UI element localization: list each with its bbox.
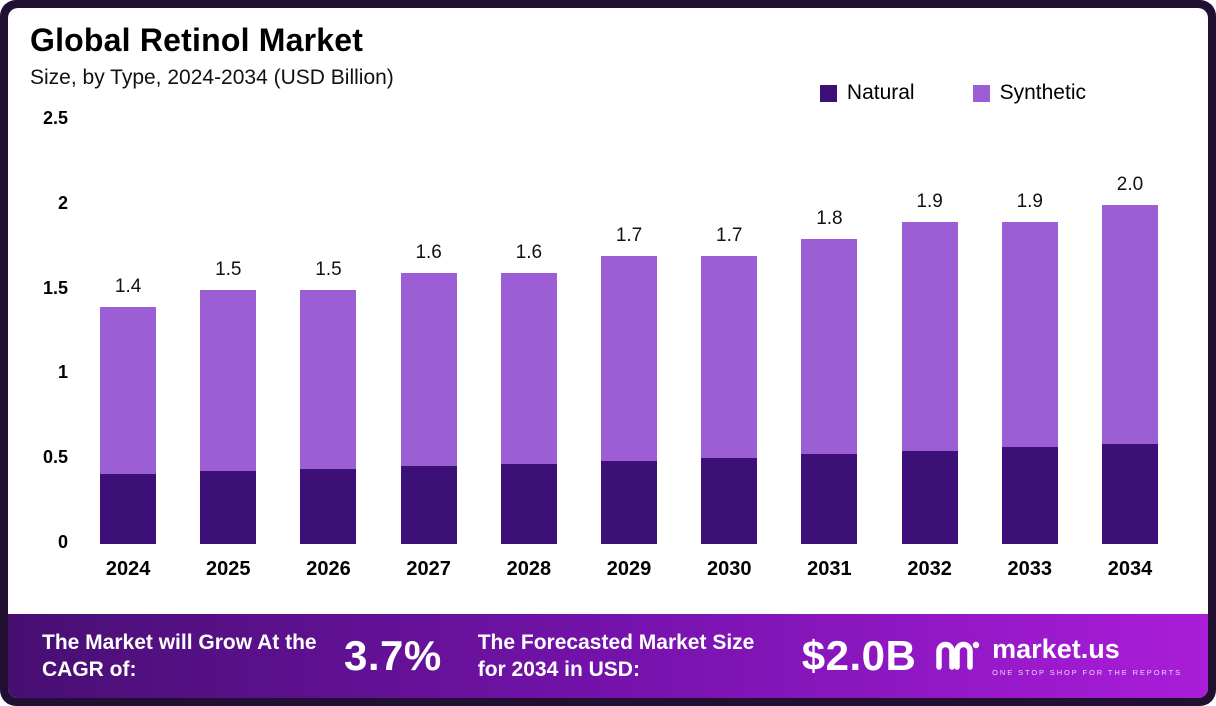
bar-total-label: 1.5 <box>215 258 242 280</box>
bar-segment-natural <box>500 464 557 544</box>
bar-column-2025: 1.5 <box>178 120 278 544</box>
bar-total-label: 1.7 <box>716 224 743 246</box>
bar-segment-natural <box>200 471 257 544</box>
chart-subtitle: Size, by Type, 2024-2034 (USD Billion) <box>30 66 394 89</box>
x-tick-label: 2031 <box>807 558 852 580</box>
bar-segment-natural <box>1101 443 1158 544</box>
plot-area: 1.4 1.5 1.5 1.6 1.6 1.7 1.7 1.8 1.9 1.9 2.0 <box>78 120 1180 544</box>
bar-column-2030: 1.7 <box>679 120 779 544</box>
spacer <box>8 589 1208 614</box>
y-tick-label: 1 <box>57 362 68 383</box>
cagr-label: The Market will Grow At the CAGR of: <box>42 630 317 681</box>
bar-total-label: 1.8 <box>816 207 843 229</box>
bar-column-2033: 1.9 <box>980 120 1080 544</box>
bar-segment-natural <box>1001 447 1058 544</box>
market-us-logo-icon <box>934 637 980 676</box>
forecast-label: The Forecasted Market Size for 2034 in U… <box>477 630 755 681</box>
y-tick-label: 2 <box>57 192 68 213</box>
bar-column-2026: 1.5 <box>278 120 378 544</box>
bar-segment-synthetic <box>200 289 257 472</box>
bar-segment-natural <box>701 457 758 544</box>
x-tick-label: 2029 <box>606 558 652 580</box>
bar-column-2027: 1.6 <box>379 120 479 544</box>
x-tick-label: 2027 <box>406 558 451 580</box>
x-tick-label: 2033 <box>1007 558 1053 580</box>
y-tick-label: 0 <box>57 532 68 552</box>
bar-column-2034: 2.0 <box>1080 120 1180 544</box>
bar-segment-synthetic <box>500 272 557 465</box>
chart-inner: Global Retinol Market Size, by Type, 202… <box>8 8 1208 698</box>
logo-text: market.us <box>992 633 1120 664</box>
bar-segment-synthetic <box>100 306 157 475</box>
bar-segment-natural <box>300 469 357 544</box>
bar-total-label: 1.4 <box>114 275 142 297</box>
bar-segment-synthetic <box>1101 204 1158 444</box>
legend: Natural Synthetic <box>819 66 1086 120</box>
bar-column-2032: 1.9 <box>880 120 980 544</box>
y-tick-label: 0.5 <box>42 447 68 468</box>
bar-segment-natural <box>801 454 858 544</box>
logo-text-block: market.us ONE STOP SHOP FOR THE REPORTS <box>992 633 1182 677</box>
bar-segment-natural <box>100 474 157 544</box>
bar-total-label: 1.7 <box>615 224 643 246</box>
x-tick-label: 2032 <box>907 558 952 580</box>
x-tick-label: 2028 <box>506 558 552 580</box>
bar-segment-synthetic <box>901 221 958 451</box>
bar-segment-synthetic <box>1001 221 1058 448</box>
legend-swatch-icon <box>819 84 837 102</box>
legend-swatch-icon <box>972 84 990 102</box>
bar-total-label: 1.9 <box>916 190 943 212</box>
bar-total-label: 2.0 <box>1116 173 1144 195</box>
bar-segment-natural <box>601 460 658 544</box>
x-tick-label: 2024 <box>105 558 151 580</box>
legend-item-synthetic: Synthetic <box>972 81 1086 105</box>
bar-segment-synthetic <box>701 255 758 458</box>
cagr-value: 3.7% <box>344 632 442 679</box>
title-block: Global Retinol Market Size, by Type, 202… <box>30 22 394 120</box>
legend-label: Natural <box>846 81 915 104</box>
bar-total-label: 1.9 <box>1016 190 1043 212</box>
y-axis: 2.5 2 1.5 1 0.5 0 <box>32 108 78 552</box>
footer-banner: The Market will Grow At the CAGR of: 3.7… <box>8 614 1208 698</box>
x-tick-label: 2026 <box>306 558 351 580</box>
bar-column-2031: 1.8 <box>779 120 879 544</box>
bar-segment-synthetic <box>300 289 357 470</box>
bar-segment-natural <box>901 450 958 544</box>
y-tick-label: 2.5 <box>42 108 68 128</box>
market-us-logo: market.us ONE STOP SHOP FOR THE REPORTS <box>934 633 1182 677</box>
chart-header: Global Retinol Market Size, by Type, 202… <box>8 8 1208 120</box>
bar-total-label: 1.5 <box>315 258 342 280</box>
bar-segment-natural <box>400 465 457 544</box>
legend-item-natural: Natural <box>819 81 915 105</box>
page-title: Global Retinol Market <box>30 22 364 58</box>
bar-segment-synthetic <box>400 272 457 466</box>
bar-column-2028: 1.6 <box>479 120 579 544</box>
legend-label: Synthetic <box>999 81 1086 104</box>
bar-segment-synthetic <box>601 255 658 461</box>
x-axis: 2024 2025 2026 2027 2028 2029 2030 2031 2032 2033… <box>8 544 1208 589</box>
bar-column-2029: 1.7 <box>579 120 679 544</box>
bar-total-label: 1.6 <box>415 241 442 263</box>
bar-column-2024: 1.4 <box>78 120 178 544</box>
logo-tagline: ONE STOP SHOP FOR THE REPORTS <box>992 667 1182 677</box>
bar-segment-synthetic <box>801 238 858 455</box>
bar-total-label: 1.6 <box>515 241 543 263</box>
x-tick-label: 2030 <box>706 558 752 580</box>
chart-body: 2.5 2 1.5 1 0.5 0 1.4 1.5 1.5 1.6 1.6 1.7 1.7 1.8 1.9… <box>8 108 1208 552</box>
x-tick-label: 2025 <box>206 558 251 580</box>
x-tick-label: 2034 <box>1107 558 1153 580</box>
y-tick-label: 1.5 <box>42 277 68 298</box>
forecast-value: $2.0B <box>801 632 917 679</box>
